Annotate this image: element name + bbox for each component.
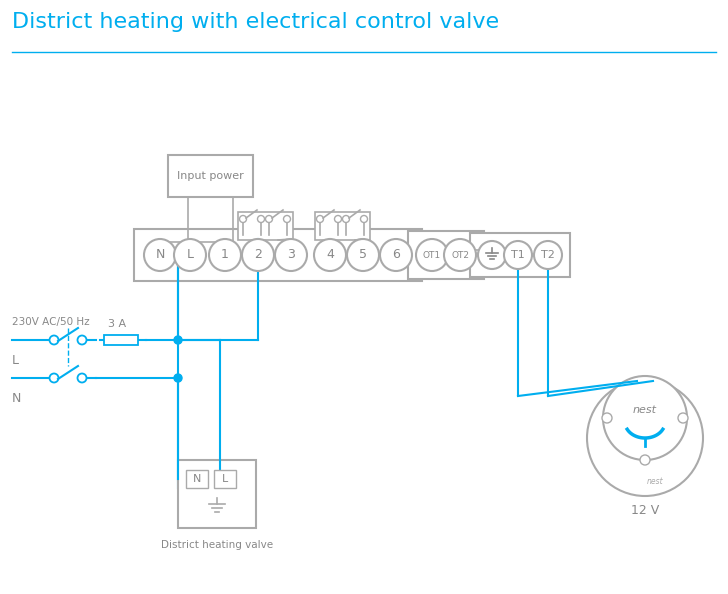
Text: L: L (12, 354, 19, 367)
Circle shape (602, 413, 612, 423)
Circle shape (444, 239, 476, 271)
Circle shape (534, 241, 562, 269)
Bar (186, 470, 208, 488)
Bar (214, 470, 236, 488)
Text: Input power: Input power (177, 171, 244, 181)
Text: T2: T2 (541, 250, 555, 260)
Circle shape (242, 239, 274, 271)
Text: L: L (186, 248, 194, 261)
Circle shape (77, 336, 87, 345)
Bar (315, 212, 370, 240)
Text: 3 A: 3 A (108, 319, 126, 329)
Text: nest: nest (646, 478, 663, 486)
Text: N: N (193, 474, 201, 484)
Circle shape (504, 241, 532, 269)
Circle shape (174, 336, 182, 344)
Circle shape (314, 239, 346, 271)
Circle shape (174, 374, 182, 382)
Text: 5: 5 (359, 248, 367, 261)
Text: District heating valve: District heating valve (161, 540, 273, 550)
Circle shape (360, 216, 368, 223)
Bar (178, 460, 256, 528)
Circle shape (678, 413, 688, 423)
Text: 1: 1 (221, 248, 229, 261)
Circle shape (258, 216, 264, 223)
Text: 3: 3 (287, 248, 295, 261)
Circle shape (587, 380, 703, 496)
Circle shape (317, 216, 323, 223)
Circle shape (77, 374, 87, 383)
Circle shape (209, 239, 241, 271)
Bar (168, 155, 253, 197)
Text: OT1: OT1 (423, 251, 441, 260)
FancyBboxPatch shape (134, 229, 422, 281)
Text: nest: nest (633, 405, 657, 415)
Text: District heating with electrical control valve: District heating with electrical control… (12, 12, 499, 32)
Bar (104, 335, 138, 345)
Circle shape (283, 216, 290, 223)
Text: 230V AC/50 Hz: 230V AC/50 Hz (12, 317, 90, 327)
Circle shape (266, 216, 272, 223)
Circle shape (416, 239, 448, 271)
Text: N: N (155, 248, 165, 261)
FancyBboxPatch shape (408, 231, 484, 279)
Circle shape (240, 216, 247, 223)
Circle shape (478, 241, 506, 269)
Circle shape (50, 374, 58, 383)
Circle shape (144, 239, 176, 271)
Circle shape (347, 239, 379, 271)
Text: OT2: OT2 (451, 251, 469, 260)
Text: T1: T1 (511, 250, 525, 260)
Text: L: L (222, 474, 228, 484)
Circle shape (50, 336, 58, 345)
Circle shape (342, 216, 349, 223)
Text: 4: 4 (326, 248, 334, 261)
Circle shape (380, 239, 412, 271)
Bar (238, 212, 293, 240)
Circle shape (275, 239, 307, 271)
Text: 2: 2 (254, 248, 262, 261)
FancyBboxPatch shape (470, 233, 570, 277)
Circle shape (640, 455, 650, 465)
Circle shape (603, 376, 687, 460)
Text: N: N (12, 392, 21, 405)
Circle shape (334, 216, 341, 223)
Circle shape (174, 239, 206, 271)
Text: 6: 6 (392, 248, 400, 261)
Text: 12 V: 12 V (631, 504, 659, 517)
